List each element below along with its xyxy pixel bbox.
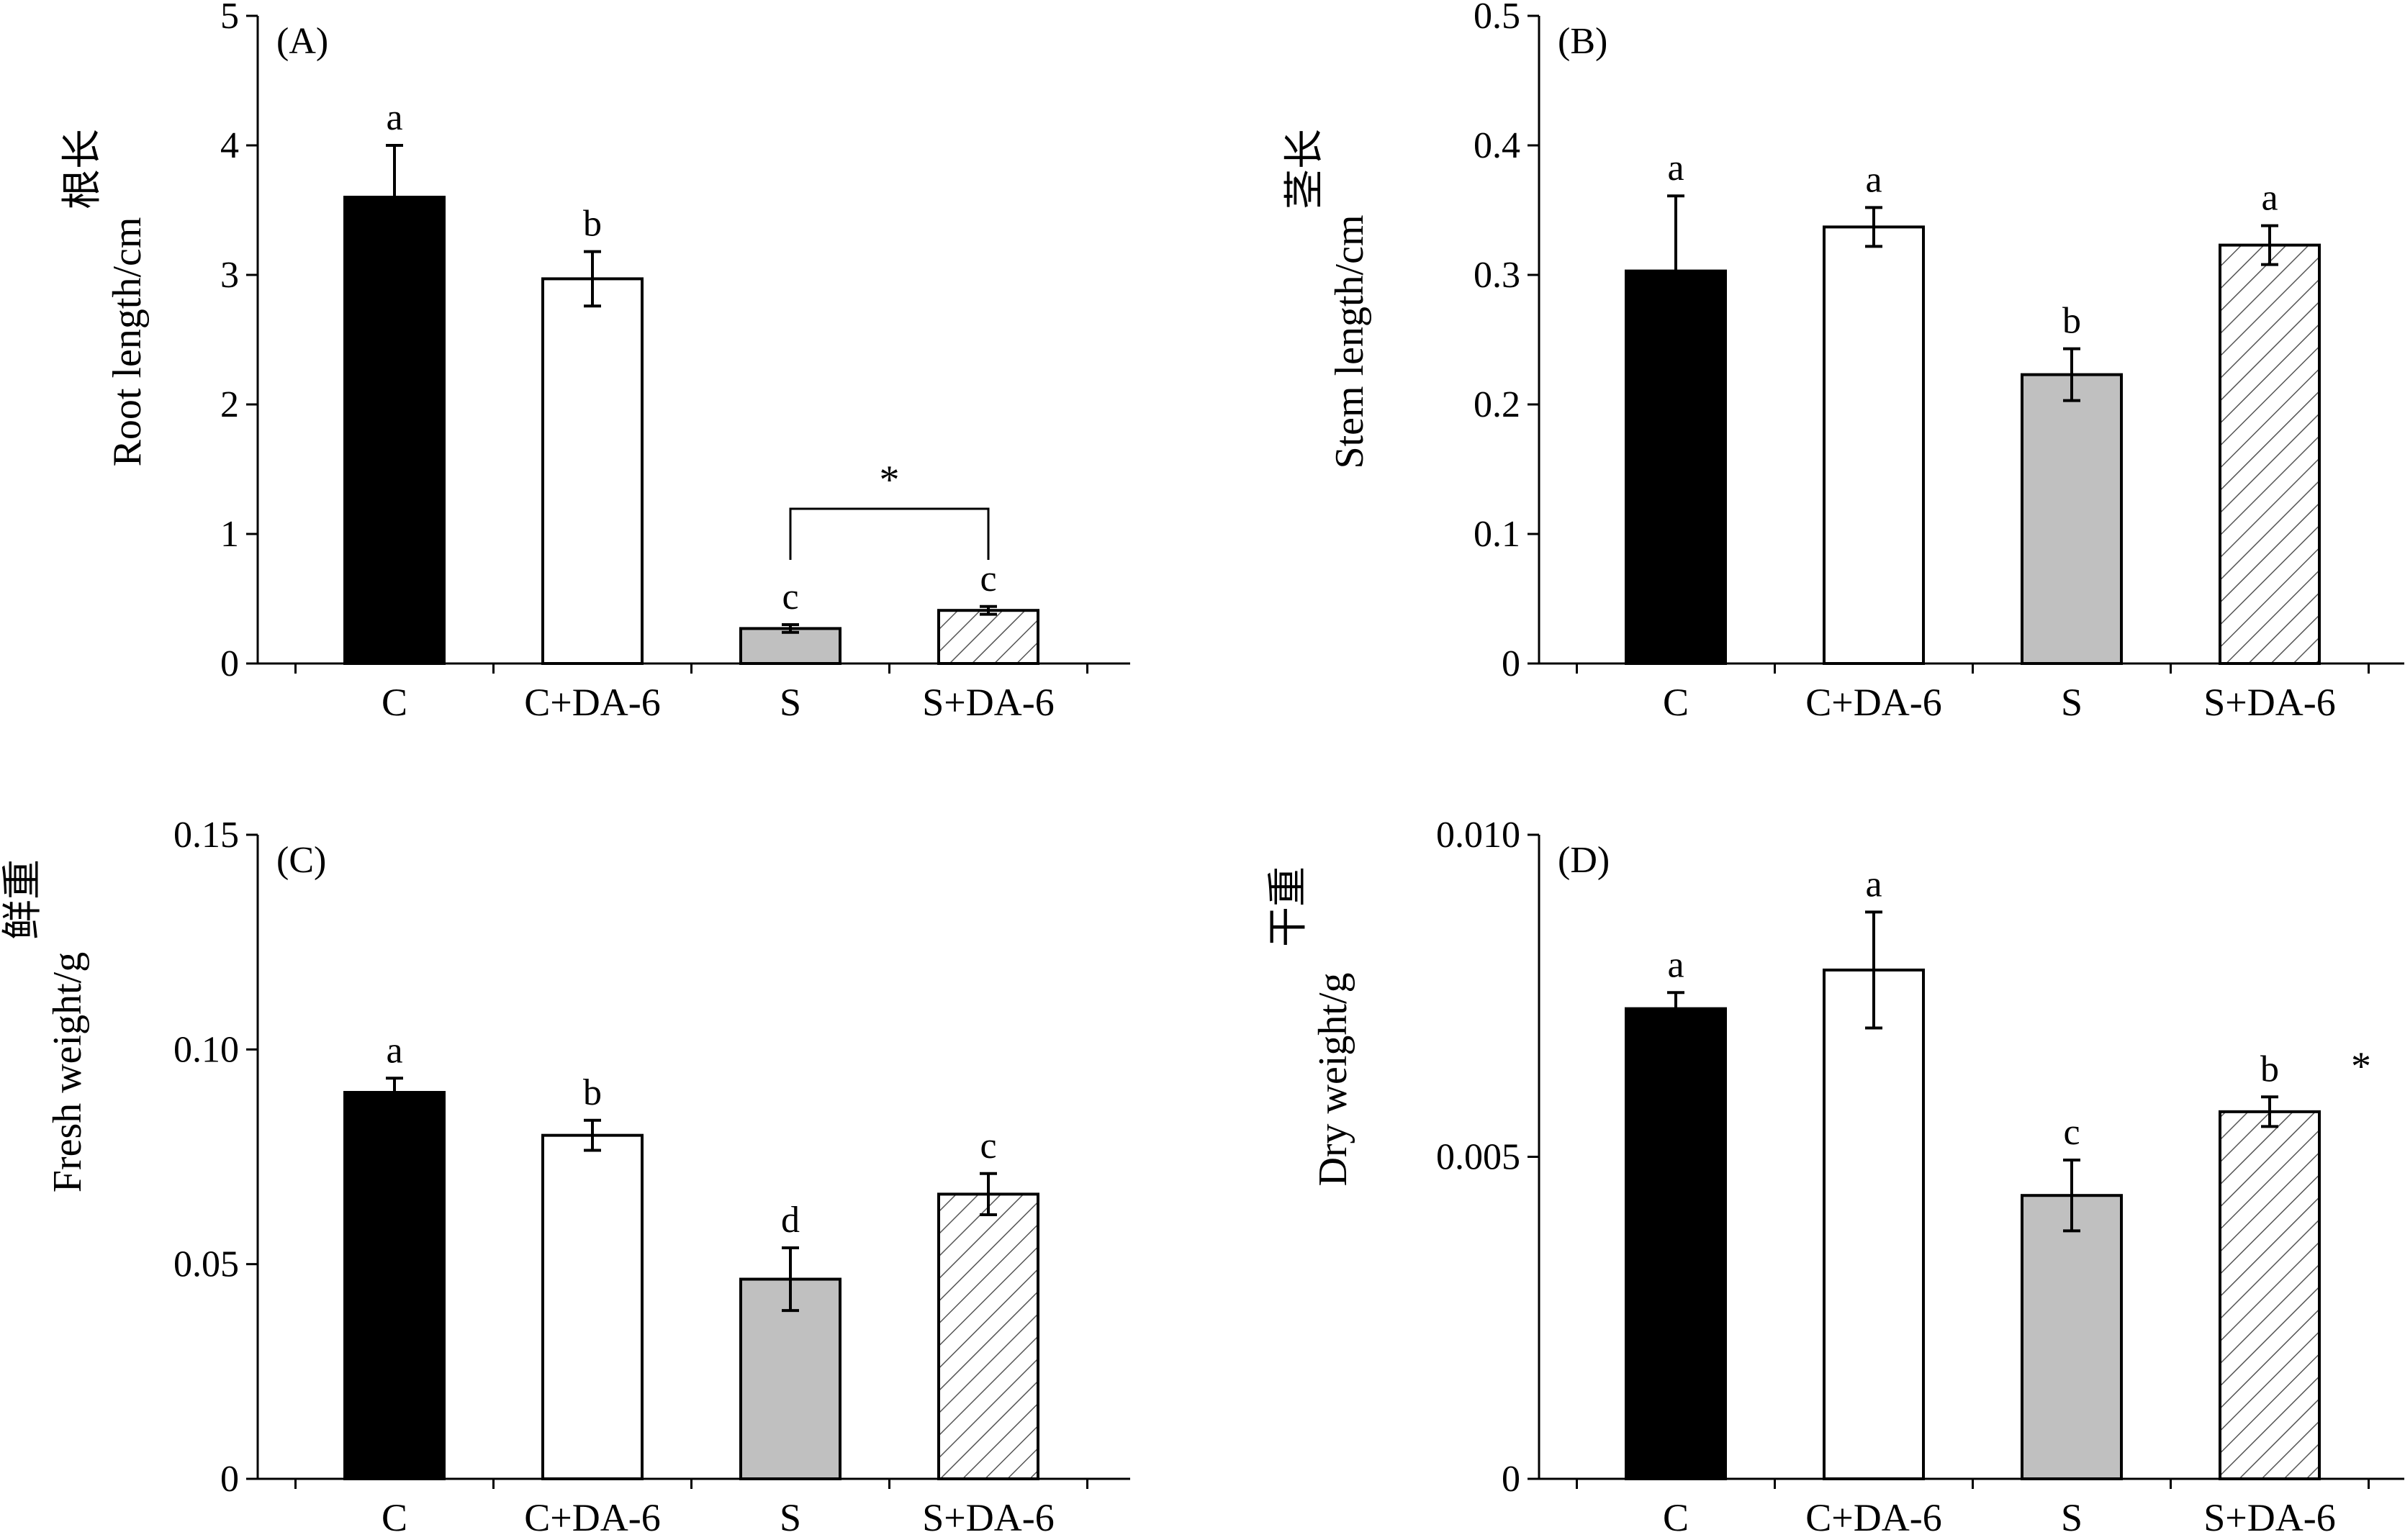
bar-c-da-6 (1823, 225, 1925, 665)
y-axis-label-cn: 鲜重 (1, 859, 45, 940)
x-tick-label: S+DA-6 (922, 1496, 1054, 1539)
bar-s-da-6 (2219, 243, 2321, 666)
y-tick-label: 3 (220, 255, 239, 296)
significance-letter: d (781, 1200, 800, 1241)
y-tick-label: 0.5 (1474, 0, 1520, 37)
x-tick-label: S (2061, 1496, 2083, 1539)
y-axis-label-group: Root length/cm (105, 217, 150, 467)
bar-c (1625, 1007, 1727, 1480)
chart-panel-c: 0 0.05 0.10 0.15 a Cb C+DA-6 d Sc S+DA-6 (C) Fresh … (1, 815, 1130, 1539)
x-tick-label: S+DA-6 (922, 681, 1054, 724)
significance-letter: a (1667, 944, 1684, 985)
panel-label: (B) (1558, 21, 1607, 62)
y-axis-label: Fresh weight/g (45, 952, 90, 1192)
y-axis-label-cn-group: 茎长 (1283, 129, 1327, 209)
x-tick-label: C+DA-6 (524, 1496, 660, 1539)
significance-letter: c (980, 558, 996, 599)
y-tick-label: 0.15 (173, 815, 239, 856)
significance-letter: b (583, 204, 602, 245)
bar-c-da-6 (541, 1133, 644, 1480)
y-axis-label-cn-group: 干重 (1266, 866, 1311, 947)
significance-letter: a (1667, 148, 1684, 189)
x-tick-label: C+DA-6 (1805, 1496, 1941, 1539)
y-tick-label: 0.4 (1474, 125, 1520, 166)
y-axis-label-cn: 根长 (60, 129, 105, 209)
x-tick-label: C (1663, 1496, 1689, 1539)
bar-c (343, 1091, 446, 1480)
bar-s (2021, 1194, 2123, 1480)
bar-c (343, 196, 446, 665)
x-tick-label: C (382, 681, 407, 724)
significance-letter: a (2261, 178, 2278, 219)
y-axis-label: Dry weight/g (1311, 972, 1355, 1186)
y-axis-label: Root length/cm (105, 217, 150, 467)
y-tick-label: 0.005 (1436, 1137, 1520, 1178)
bar-c-da-6 (1823, 968, 1925, 1480)
significance-letter: a (386, 1030, 402, 1071)
significance-letter: c (980, 1125, 996, 1167)
panel-label: (A) (276, 21, 328, 62)
y-tick-label: 0.010 (1436, 815, 1520, 856)
y-tick-label: 0.3 (1474, 255, 1520, 296)
y-axis-label-cn: 干重 (1266, 866, 1311, 947)
panel-label: (D) (1558, 840, 1610, 881)
y-tick-label: 0.10 (173, 1029, 239, 1070)
bar-s (739, 1277, 841, 1481)
chart-panel-a: 0 1 2 3 4 5 a Cb C+DA-6 c Sc S+DA-6 (A) Root length/c… (60, 0, 1130, 724)
y-tick-label: 4 (220, 125, 239, 166)
x-tick-label: S (780, 681, 801, 724)
significance-letter: b (2062, 301, 2081, 342)
y-tick-label: 0 (1502, 1459, 1520, 1500)
significance-bracket (789, 507, 990, 560)
x-tick-label: C (1663, 681, 1689, 724)
y-tick-label: 2 (220, 384, 239, 425)
y-tick-label: 0.1 (1474, 514, 1520, 555)
x-tick-label: C (382, 1496, 407, 1539)
y-tick-label: 0 (1502, 643, 1520, 684)
x-tick-label: C+DA-6 (524, 681, 660, 724)
significance-letter: c (2063, 1112, 2080, 1153)
y-axis-label-cn-group: 根长 (60, 129, 105, 209)
x-tick-label: S (780, 1496, 801, 1539)
significance-star: * (2351, 1044, 2371, 1089)
bar-s-da-6 (937, 1192, 1039, 1481)
y-tick-label: 0.05 (173, 1244, 239, 1285)
y-axis-label-cn: 茎长 (1283, 129, 1327, 209)
y-axis-label-group: Dry weight/g (1311, 972, 1355, 1186)
x-tick-label: S+DA-6 (2203, 681, 2335, 724)
significance-letter: c (782, 576, 798, 617)
significance-letter: a (1865, 864, 1882, 905)
significance-letter: b (583, 1072, 602, 1113)
bar-s-da-6 (937, 609, 1039, 666)
significance-letter: b (2260, 1048, 2279, 1090)
bracket-star: * (880, 458, 900, 502)
x-tick-label: C+DA-6 (1805, 681, 1941, 724)
bar-c-da-6 (541, 277, 644, 665)
x-tick-label: S+DA-6 (2203, 1496, 2335, 1539)
panel-label: (C) (276, 840, 326, 881)
y-tick-label: 0 (220, 643, 239, 684)
bar-s-da-6 (2219, 1110, 2321, 1480)
y-axis-label-group: Fresh weight/g (45, 952, 90, 1192)
y-tick-label: 0.2 (1474, 384, 1520, 425)
y-tick-label: 5 (220, 0, 239, 37)
y-axis-label-group: Stem length/cm (1327, 214, 1372, 468)
y-axis-label: Stem length/cm (1327, 214, 1372, 468)
y-axis-label-cn-group: 鲜重 (1, 859, 45, 940)
significance-letter: a (386, 97, 402, 138)
chart-panel-d: 0 0.005 0.010 a Ca C+DA-6 c Sb S+DA-6 (D) Dry weig… (1266, 815, 2404, 1539)
y-tick-label: 1 (220, 514, 239, 555)
bar-s (2021, 373, 2123, 665)
y-tick-label: 0 (220, 1459, 239, 1500)
chart-panel-b: 0 0.1 0.2 0.3 0.4 0.5 a Ca C+DA-6 b Sa S+DA-6 (B) Ste… (1283, 0, 2404, 724)
x-tick-label: S (2061, 681, 2083, 724)
significance-letter: a (1865, 159, 1882, 200)
